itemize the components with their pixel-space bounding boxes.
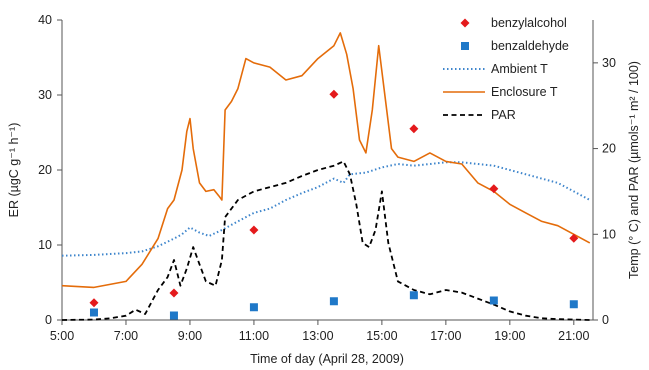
benzaldehyde-point	[409, 291, 418, 300]
series-line-par	[61, 160, 590, 321]
benzylalcohol-point	[569, 233, 579, 243]
ticks: 5:00 7:00 9:00 11:00 13:00 15:00 17:00 19:00 21:…	[38, 13, 616, 343]
legend-label-enclosure-t: Enclosure T	[491, 85, 558, 99]
x-tick-label: 7:00	[114, 329, 138, 343]
x-tick-label: 21:00	[558, 329, 589, 343]
legend: benzylalcohol benzaldehyde Ambient T Enclos…	[443, 16, 569, 122]
benzaldehyde-point	[329, 297, 338, 306]
x-tick-label: 17:00	[430, 329, 461, 343]
series-line-ambient-t	[61, 161, 591, 257]
y2-tick-label: 20	[602, 142, 616, 156]
legend-label-benzylalcohol: benzylalcohol	[491, 16, 567, 30]
benzylalcohol-point	[409, 124, 419, 134]
y-tick-label: 0	[45, 313, 52, 327]
benzylalcohol-point	[169, 288, 179, 298]
y2-tick-label: 10	[602, 227, 616, 241]
legend-label-benzaldehyde: benzaldehyde	[491, 39, 569, 53]
benzaldehyde-point	[489, 296, 498, 305]
benzylalcohol-point	[89, 298, 99, 308]
x-tick-label: 19:00	[494, 329, 525, 343]
benzylalcohol-point	[489, 184, 499, 194]
y-tick-label: 10	[38, 238, 52, 252]
benzaldehyde-point	[169, 311, 178, 320]
y-tick-label: 20	[38, 163, 52, 177]
benzylalcohol-point	[249, 225, 259, 235]
legend-label-par: PAR	[491, 108, 516, 122]
series-layer	[61, 32, 591, 321]
benzylalcohol-point	[329, 89, 339, 99]
benzaldehyde-point	[569, 300, 578, 309]
x-tick-label: 5:00	[50, 329, 74, 343]
y-tick-label: 30	[38, 88, 52, 102]
x-tick-label: 15:00	[366, 329, 397, 343]
y-tick-label: 40	[38, 13, 52, 27]
y-axis-title: ER (µgC g⁻¹ h⁻¹)	[7, 123, 21, 218]
x-tick-label: 9:00	[178, 329, 202, 343]
benzaldehyde-point	[89, 308, 98, 317]
x-tick-label: 13:00	[302, 329, 333, 343]
x-axis-title: Time of day (April 28, 2009)	[250, 352, 404, 366]
y2-tick-label: 0	[602, 313, 609, 327]
benzaldehyde-point	[249, 303, 258, 312]
legend-symbol-benzaldehyde	[461, 42, 469, 50]
y2-tick-label: 30	[602, 56, 616, 70]
x-tick-label: 11:00	[239, 329, 269, 343]
y2-axis-title: Temp (° C) and PAR (µmols⁻¹ m² / 100)	[627, 61, 641, 279]
series-line-enclosure-t	[61, 32, 591, 289]
legend-symbol-benzylalcohol	[460, 18, 470, 28]
legend-label-ambient-t: Ambient T	[491, 62, 548, 76]
